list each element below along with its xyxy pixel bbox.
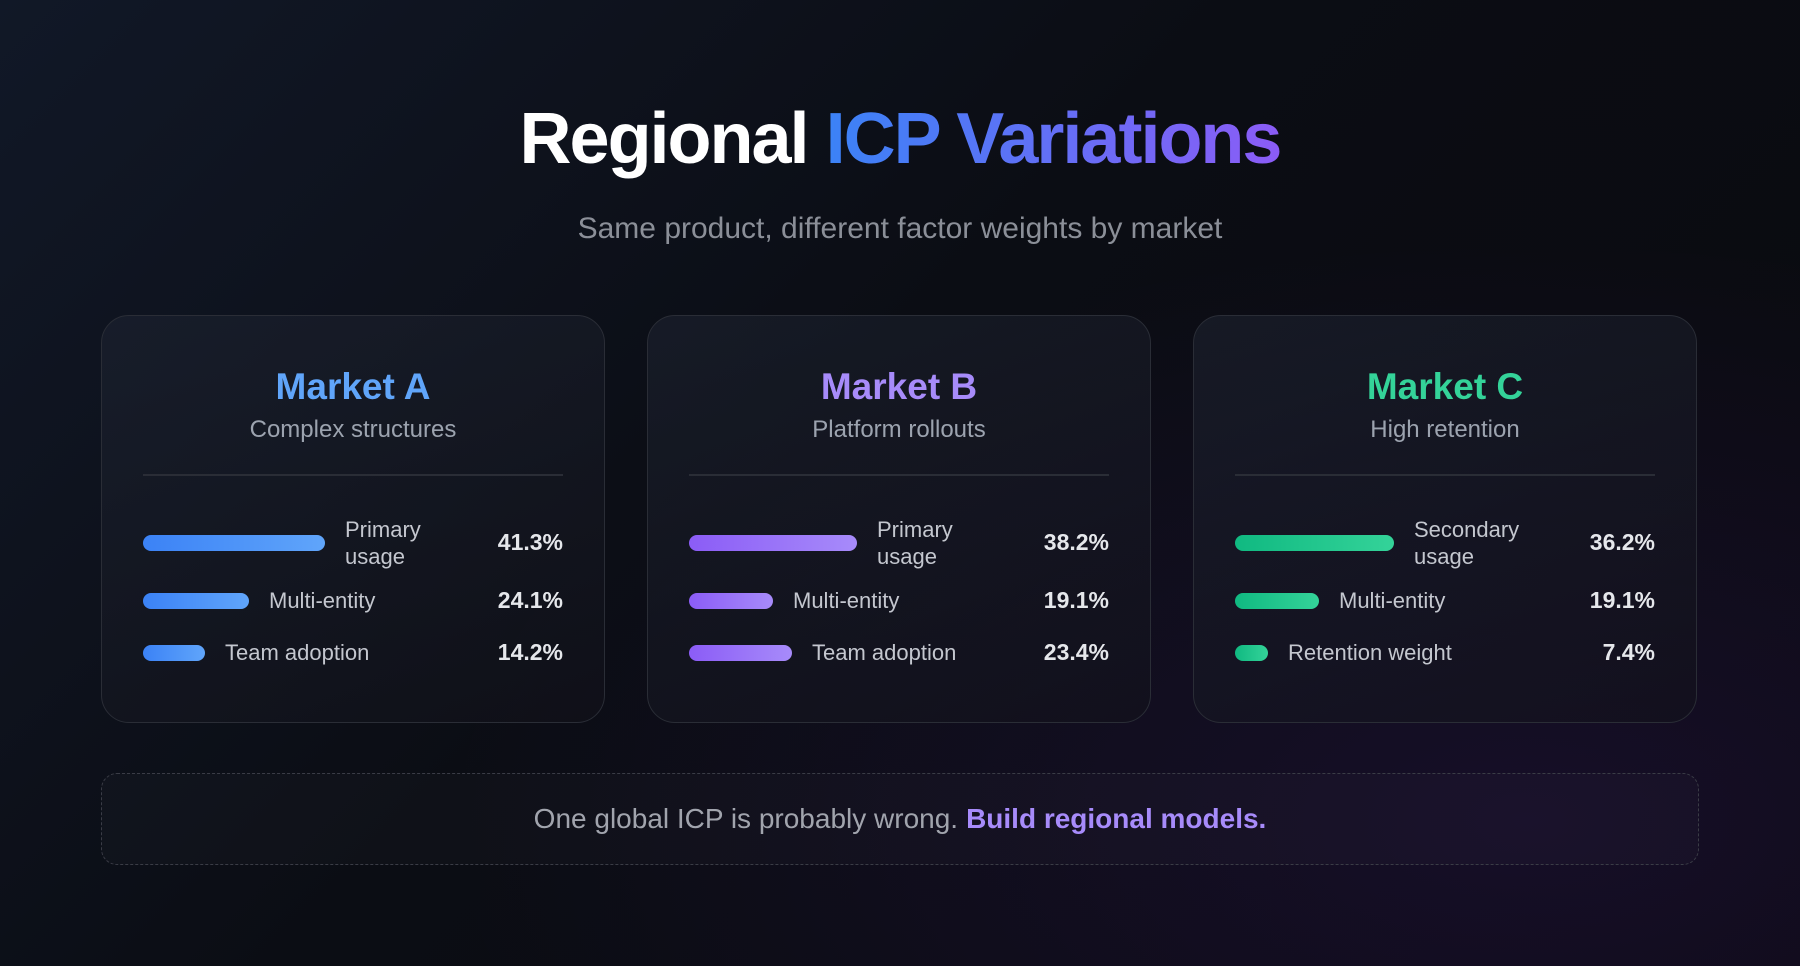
factor-label: Team adoption [812, 640, 957, 665]
factor-value: 23.4% [1043, 639, 1109, 665]
page-title: Regional ICP Variations [0, 98, 1800, 180]
factor-bar [143, 592, 249, 609]
factor-bar [143, 534, 325, 551]
title-accent: ICP Variations [825, 99, 1283, 179]
factor-label: Secondary usage [1414, 516, 1520, 569]
factor-label: Primary usage [877, 516, 953, 569]
title-plain: Regional [519, 99, 810, 179]
factor-value: 7.4% [1602, 639, 1655, 665]
factor-label: Multi-entity [269, 588, 376, 613]
factor-row: Secondary usage 36.2% [1235, 516, 1655, 570]
factor-label: Team adoption [225, 640, 370, 665]
market-card-b: Market B Platform rollouts Primary usage… [647, 315, 1151, 723]
page-subtitle: Same product, different factor weights b… [577, 212, 1223, 245]
factor-value: 41.3% [497, 529, 563, 555]
divider [143, 474, 563, 476]
factor-row: Multi-entity 24.1% [143, 580, 563, 622]
market-card-a: Market A Complex structures Primary usag… [101, 315, 605, 723]
factor-value: 38.2% [1043, 529, 1109, 555]
factor-row: Primary usage 38.2% [689, 516, 1109, 570]
factor-value: 19.1% [1043, 587, 1109, 613]
factor-row: Retention weight 7.4% [1235, 632, 1655, 674]
factor-bar [689, 534, 857, 551]
factor-row: Multi-entity 19.1% [1235, 580, 1655, 622]
factor-bar [143, 644, 205, 661]
factor-value: 24.1% [497, 587, 563, 613]
factor-row: Team adoption 23.4% [689, 632, 1109, 674]
market-tagline: High retention [1370, 416, 1520, 443]
factor-bar [1235, 592, 1319, 609]
factor-label: Multi-entity [793, 588, 900, 613]
divider [689, 474, 1109, 476]
factor-bar [689, 592, 773, 609]
factor-label: Retention weight [1288, 640, 1452, 665]
factor-row: Primary usage 41.3% [143, 516, 563, 570]
market-name: Market C [1366, 366, 1524, 407]
factor-row: Team adoption 14.2% [143, 632, 563, 674]
factor-label: Primary usage [345, 516, 421, 569]
factor-label: Multi-entity [1339, 588, 1446, 613]
market-name: Market A [275, 366, 431, 407]
factor-bar [689, 644, 792, 661]
factor-value: 36.2% [1589, 529, 1655, 555]
footer-text: One global ICP is probably wrong. [533, 803, 959, 834]
market-cards: Market A Complex structures Primary usag… [101, 315, 1697, 723]
market-tagline: Complex structures [249, 416, 457, 443]
market-name: Market B [820, 366, 978, 407]
divider [1235, 474, 1655, 476]
footer-emphasis: Build regional models. [966, 803, 1267, 834]
factor-bar [1235, 644, 1268, 661]
factor-row: Multi-entity 19.1% [689, 580, 1109, 622]
factor-value: 14.2% [497, 639, 563, 665]
market-card-c: Market C High retention Secondary usage … [1193, 315, 1697, 723]
footer-callout: One global ICP is probably wrong. Build … [101, 773, 1699, 865]
factor-bar [1235, 534, 1394, 551]
market-tagline: Platform rollouts [812, 416, 986, 443]
factor-value: 19.1% [1589, 587, 1655, 613]
